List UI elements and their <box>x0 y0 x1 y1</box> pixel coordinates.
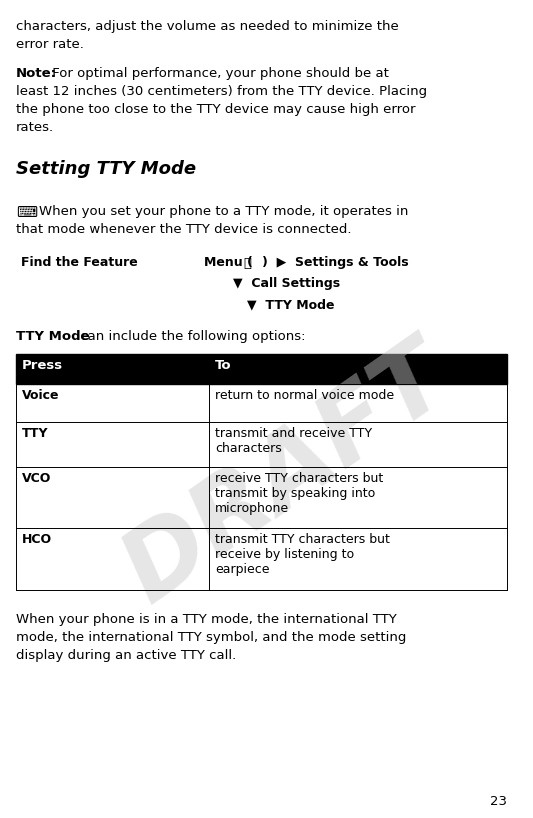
Text: mode, the international TTY symbol, and the mode setting: mode, the international TTY symbol, and … <box>15 631 406 644</box>
Text: TTY: TTY <box>22 427 49 440</box>
Text: receive TTY characters but
transmit by speaking into
microphone: receive TTY characters but transmit by s… <box>215 472 384 515</box>
Text: rates.: rates. <box>15 121 54 134</box>
Text: Find the Feature: Find the Feature <box>21 256 138 269</box>
Text: Press: Press <box>22 359 63 372</box>
Text: the phone too close to the TTY device may cause high error: the phone too close to the TTY device ma… <box>15 103 415 116</box>
Text: characters, adjust the volume as needed to minimize the: characters, adjust the volume as needed … <box>15 20 399 34</box>
Text: error rate.: error rate. <box>15 38 84 52</box>
Text: Note:: Note: <box>15 67 56 80</box>
Text: HCO: HCO <box>22 533 52 546</box>
Text: 23: 23 <box>490 795 507 808</box>
Text: To: To <box>215 359 232 372</box>
Text: transmit TTY characters but
receive by listening to
earpiece: transmit TTY characters but receive by l… <box>215 533 390 577</box>
Text: For optimal performance, your phone should be at: For optimal performance, your phone shou… <box>48 67 389 80</box>
Bar <box>15 354 507 384</box>
Text: DRAFT: DRAFT <box>107 327 469 622</box>
Text: Ⓚ: Ⓚ <box>243 257 251 270</box>
Text: When your phone is in a TTY mode, the international TTY: When your phone is in a TTY mode, the in… <box>15 613 397 626</box>
Text: TTY Mode: TTY Mode <box>15 330 90 343</box>
Text: When you set your phone to a TTY mode, it operates in: When you set your phone to a TTY mode, i… <box>39 205 409 218</box>
Text: display during an active TTY call.: display during an active TTY call. <box>15 649 236 662</box>
Text: ▼  TTY Mode: ▼ TTY Mode <box>247 299 334 312</box>
Text: ⌨: ⌨ <box>15 205 37 220</box>
Text: Setting TTY Mode: Setting TTY Mode <box>15 160 196 178</box>
Text: return to normal voice mode: return to normal voice mode <box>215 389 394 402</box>
Text: that mode whenever the TTY device is connected.: that mode whenever the TTY device is con… <box>15 223 351 236</box>
Text: can include the following options:: can include the following options: <box>76 330 305 343</box>
Text: ▼  Call Settings: ▼ Call Settings <box>232 277 340 290</box>
Text: least 12 inches (30 centimeters) from the TTY device. Placing: least 12 inches (30 centimeters) from th… <box>15 85 427 98</box>
Text: VCO: VCO <box>22 472 51 485</box>
Text: )  ▶  Settings & Tools: ) ▶ Settings & Tools <box>262 256 409 269</box>
Text: Voice: Voice <box>22 389 60 402</box>
Text: transmit and receive TTY
characters: transmit and receive TTY characters <box>215 427 373 455</box>
Text: Menu (: Menu ( <box>204 256 253 269</box>
